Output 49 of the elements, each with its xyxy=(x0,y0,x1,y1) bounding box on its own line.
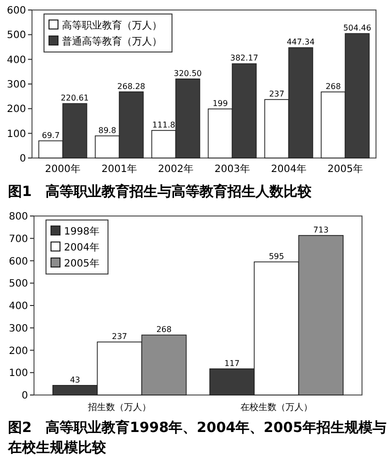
data-label: 504.46 xyxy=(343,24,372,33)
y-tick-label: 100 xyxy=(6,128,26,140)
data-label: 43 xyxy=(70,375,80,384)
data-label: 237 xyxy=(112,332,128,341)
data-label: 382.17 xyxy=(230,54,258,63)
legend-label: 普通高等教育（万人） xyxy=(62,36,162,48)
x-tick-label: 2002年 xyxy=(158,163,194,175)
y-tick-label: 600 xyxy=(8,256,28,268)
data-label: 237 xyxy=(269,90,284,99)
text: 图2 高等职业教育1998年、2004年、2005年招生规模与在校生规模比较 xyxy=(7,419,387,456)
y-tick-label: 400 xyxy=(8,301,28,312)
y-tick-label: 300 xyxy=(6,80,26,90)
data-label: 595 xyxy=(268,252,284,261)
data-label: 89.8 xyxy=(98,126,116,135)
data-label: 713 xyxy=(313,225,329,234)
y-tick-label: 0 xyxy=(20,154,26,164)
y-tick-label: 500 xyxy=(8,278,28,290)
x-tick-label: 2003年 xyxy=(214,163,250,175)
data-label: 320.50 xyxy=(174,68,202,78)
y-tick-label: 600 xyxy=(6,6,26,16)
x-tick-label: 2001年 xyxy=(102,163,137,175)
y-tick-label: 200 xyxy=(6,104,26,116)
y-tick-label: 300 xyxy=(8,323,28,334)
legend-label: 1998年 xyxy=(64,226,100,238)
data-label: 268.28 xyxy=(117,82,146,91)
data-label: 268 xyxy=(156,325,172,334)
y-tick-label: 700 xyxy=(8,234,28,245)
data-label: 268 xyxy=(326,82,341,91)
legend-label: 2005年 xyxy=(64,258,100,270)
legend-label: 2004年 xyxy=(64,242,100,254)
x-tick-label: 2004年 xyxy=(271,163,306,175)
data-label: 69.7 xyxy=(42,130,60,140)
y-tick-label: 500 xyxy=(6,30,26,42)
data-label: 447.34 xyxy=(286,38,315,47)
y-tick-label: 400 xyxy=(6,54,26,66)
y-tick-label: 200 xyxy=(8,346,28,357)
data-label: 111.8 xyxy=(152,120,176,130)
data-label: 199 xyxy=(212,98,228,108)
legend-label: 高等职业教育（万人） xyxy=(62,20,162,32)
x-tick-label: 2000年 xyxy=(45,163,81,175)
x-tick-label: 在校生数（万人） xyxy=(240,402,312,413)
data-label: 220.61 xyxy=(60,94,89,103)
x-tick-label: 招生数（万人） xyxy=(87,402,152,413)
y-tick-label: 800 xyxy=(8,212,28,222)
text: 图1 高等职业教育招生与高等教育招生人数比较 xyxy=(8,183,313,200)
x-tick-label: 2005年 xyxy=(327,163,363,175)
y-tick-label: 0 xyxy=(22,390,28,402)
data-label: 117 xyxy=(224,358,240,368)
y-tick-label: 100 xyxy=(8,368,28,380)
